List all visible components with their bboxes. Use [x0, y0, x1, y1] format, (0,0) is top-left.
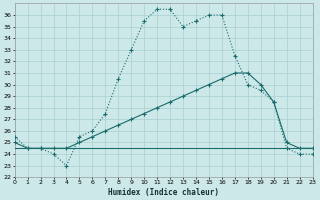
X-axis label: Humidex (Indice chaleur): Humidex (Indice chaleur) — [108, 188, 219, 197]
